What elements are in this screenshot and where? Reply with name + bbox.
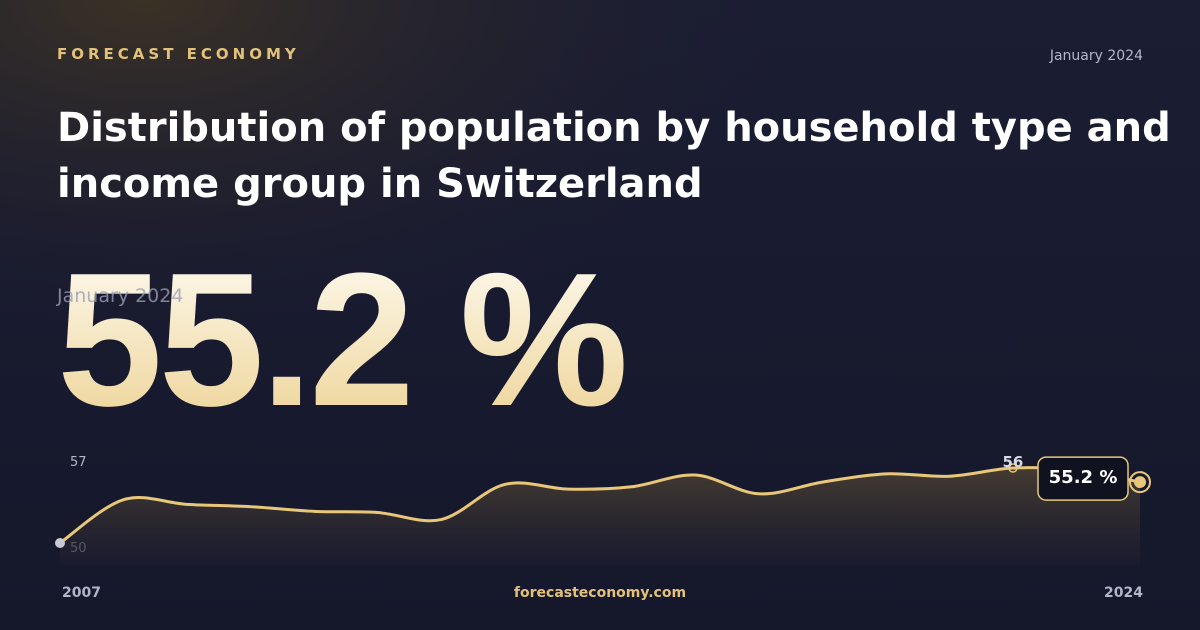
- headline-date: January 2024: [56, 285, 183, 307]
- y-tick-label: 57: [70, 455, 87, 470]
- end-point: [1134, 476, 1146, 489]
- footer-site: forecasteconomy.com: [514, 585, 686, 601]
- end-point-ring: [1129, 471, 1151, 494]
- headline-value: 55.2 %: [57, 234, 625, 446]
- value-label: 56: [1003, 453, 1024, 471]
- header-date: January 2024: [1049, 48, 1143, 64]
- x-tick-label: 2024: [1104, 585, 1143, 601]
- brand: FORECAST ECONOMY: [57, 45, 300, 63]
- area: [60, 467, 1140, 565]
- line: [59, 466, 1141, 545]
- title: Distribution of population by household …: [57, 105, 1171, 207]
- value-label-box: [1037, 456, 1129, 501]
- start-point: [55, 538, 65, 548]
- value-label: 55.2 %: [1049, 467, 1118, 488]
- sparkline: 5750200720245655.2 %: [55, 453, 1151, 601]
- x-tick-label: 2007: [62, 585, 101, 601]
- max-point: [1008, 463, 1018, 473]
